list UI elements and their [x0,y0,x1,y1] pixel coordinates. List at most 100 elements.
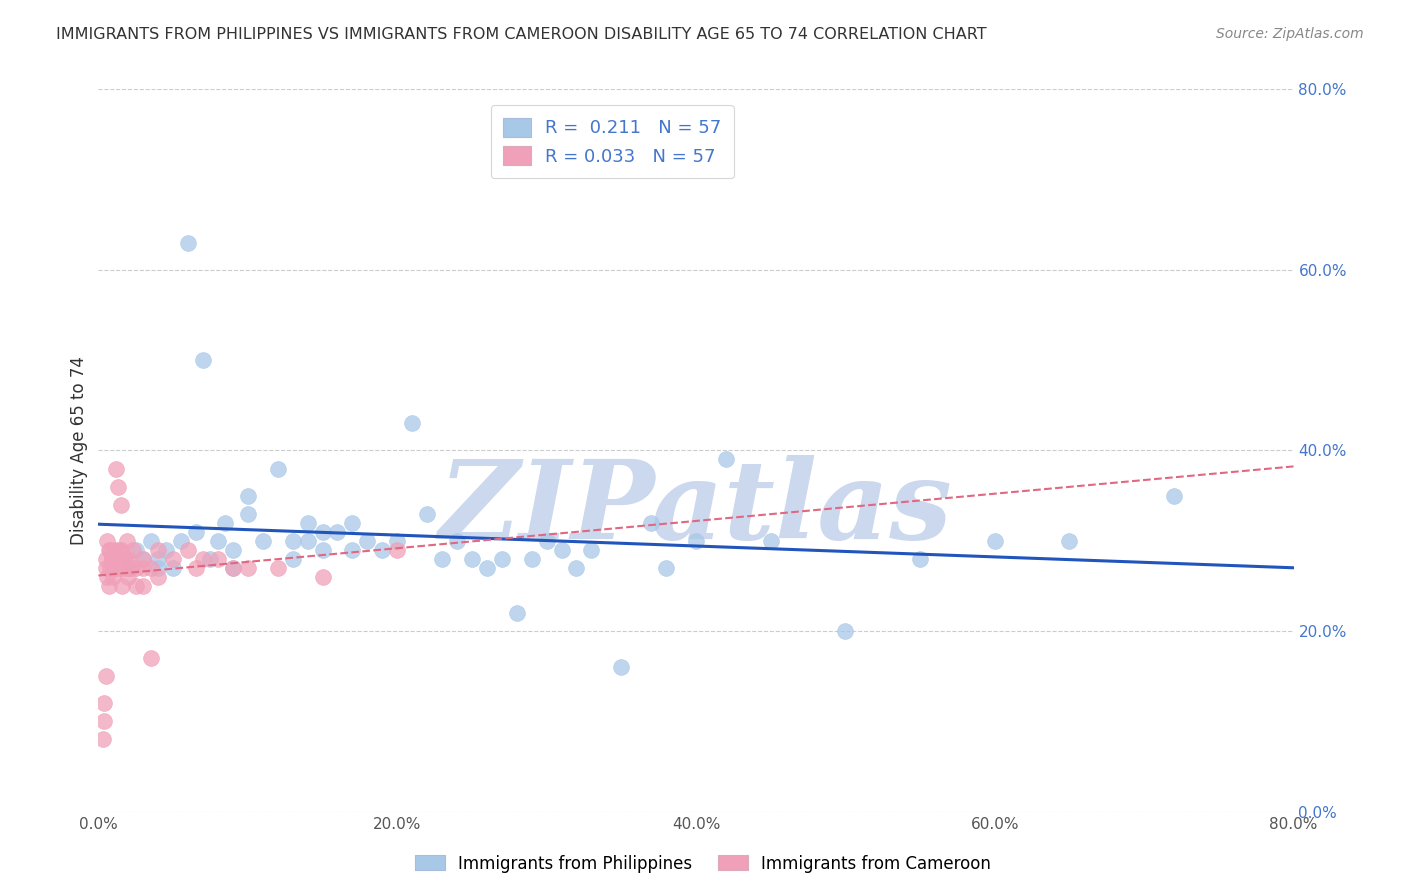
Point [640,516,662,530]
Point [132,561,155,575]
Point [491,551,513,566]
Point [714,452,737,467]
Point [117,561,139,575]
Point [114,551,136,566]
Point [110,542,132,557]
Point [132,551,155,566]
Point [610,660,633,674]
Point [655,561,678,575]
Point [91,732,114,747]
Text: ZIPatlas: ZIPatlas [439,455,953,562]
Point [115,533,138,548]
Point [236,561,259,575]
Point [581,542,603,557]
Point [177,542,200,557]
Point [311,542,333,557]
Point [342,516,364,530]
Point [148,570,170,584]
Point [214,516,236,530]
Point [191,353,214,368]
Point [184,561,207,575]
Point [401,417,423,431]
Point [132,551,155,566]
Point [125,561,148,575]
Point [103,551,125,566]
Point [550,542,572,557]
Point [222,542,245,557]
Point [93,714,115,729]
Point [200,551,222,566]
Point [207,551,229,566]
Point [267,561,290,575]
Point [236,489,259,503]
Point [1059,533,1081,548]
Point [94,551,117,566]
Point [430,551,453,566]
Point [98,542,122,557]
Point [94,669,117,683]
Point [252,533,274,548]
Point [311,570,333,584]
Point [169,533,191,548]
Point [117,570,139,584]
Point [326,524,349,539]
Text: IMMIGRANTS FROM PHILIPPINES VS IMMIGRANTS FROM CAMEROON DISABILITY AGE 65 TO 74 : IMMIGRANTS FROM PHILIPPINES VS IMMIGRANT… [56,27,987,42]
Point [177,235,200,250]
Point [104,561,127,575]
Point [103,570,125,584]
Point [111,561,134,575]
Point [118,561,141,575]
Point [207,533,229,548]
Point [297,533,319,548]
Legend: R =  0.211   N = 57, R = 0.033   N = 57: R = 0.211 N = 57, R = 0.033 N = 57 [491,105,734,178]
Point [110,498,132,512]
Point [236,507,259,521]
Point [97,579,120,593]
Point [297,516,319,530]
Point [105,461,128,475]
Point [111,579,134,593]
Point [520,551,543,566]
Point [222,561,245,575]
Point [93,697,115,711]
Point [105,551,128,566]
Point [112,551,135,566]
Text: Source: ZipAtlas.com: Source: ZipAtlas.com [1216,27,1364,41]
Point [148,561,170,575]
Point [139,561,162,575]
Point [98,561,122,575]
Point [184,524,207,539]
Point [114,561,136,575]
Point [103,561,125,575]
Point [267,461,290,475]
Legend: Immigrants from Philippines, Immigrants from Cameroon: Immigrants from Philippines, Immigrants … [409,848,997,880]
Point [107,561,129,575]
Point [446,533,468,548]
Point [356,533,378,548]
Point [101,551,124,566]
Point [120,561,142,575]
Point [281,533,304,548]
Point [834,624,856,639]
Point [108,542,131,557]
Point [281,551,304,566]
Point [121,542,143,557]
Point [685,533,707,548]
Point [132,579,155,593]
Point [125,579,148,593]
Point [96,533,118,548]
Point [984,533,1007,548]
Point [125,542,148,557]
Point [97,542,120,557]
Point [191,551,214,566]
Point [536,533,558,548]
Point [162,561,184,575]
Point [565,561,588,575]
Point [385,542,409,557]
Point [385,533,409,548]
Point [506,606,529,620]
Point [311,524,333,539]
Point [148,542,170,557]
Point [759,533,782,548]
Point [107,480,129,494]
